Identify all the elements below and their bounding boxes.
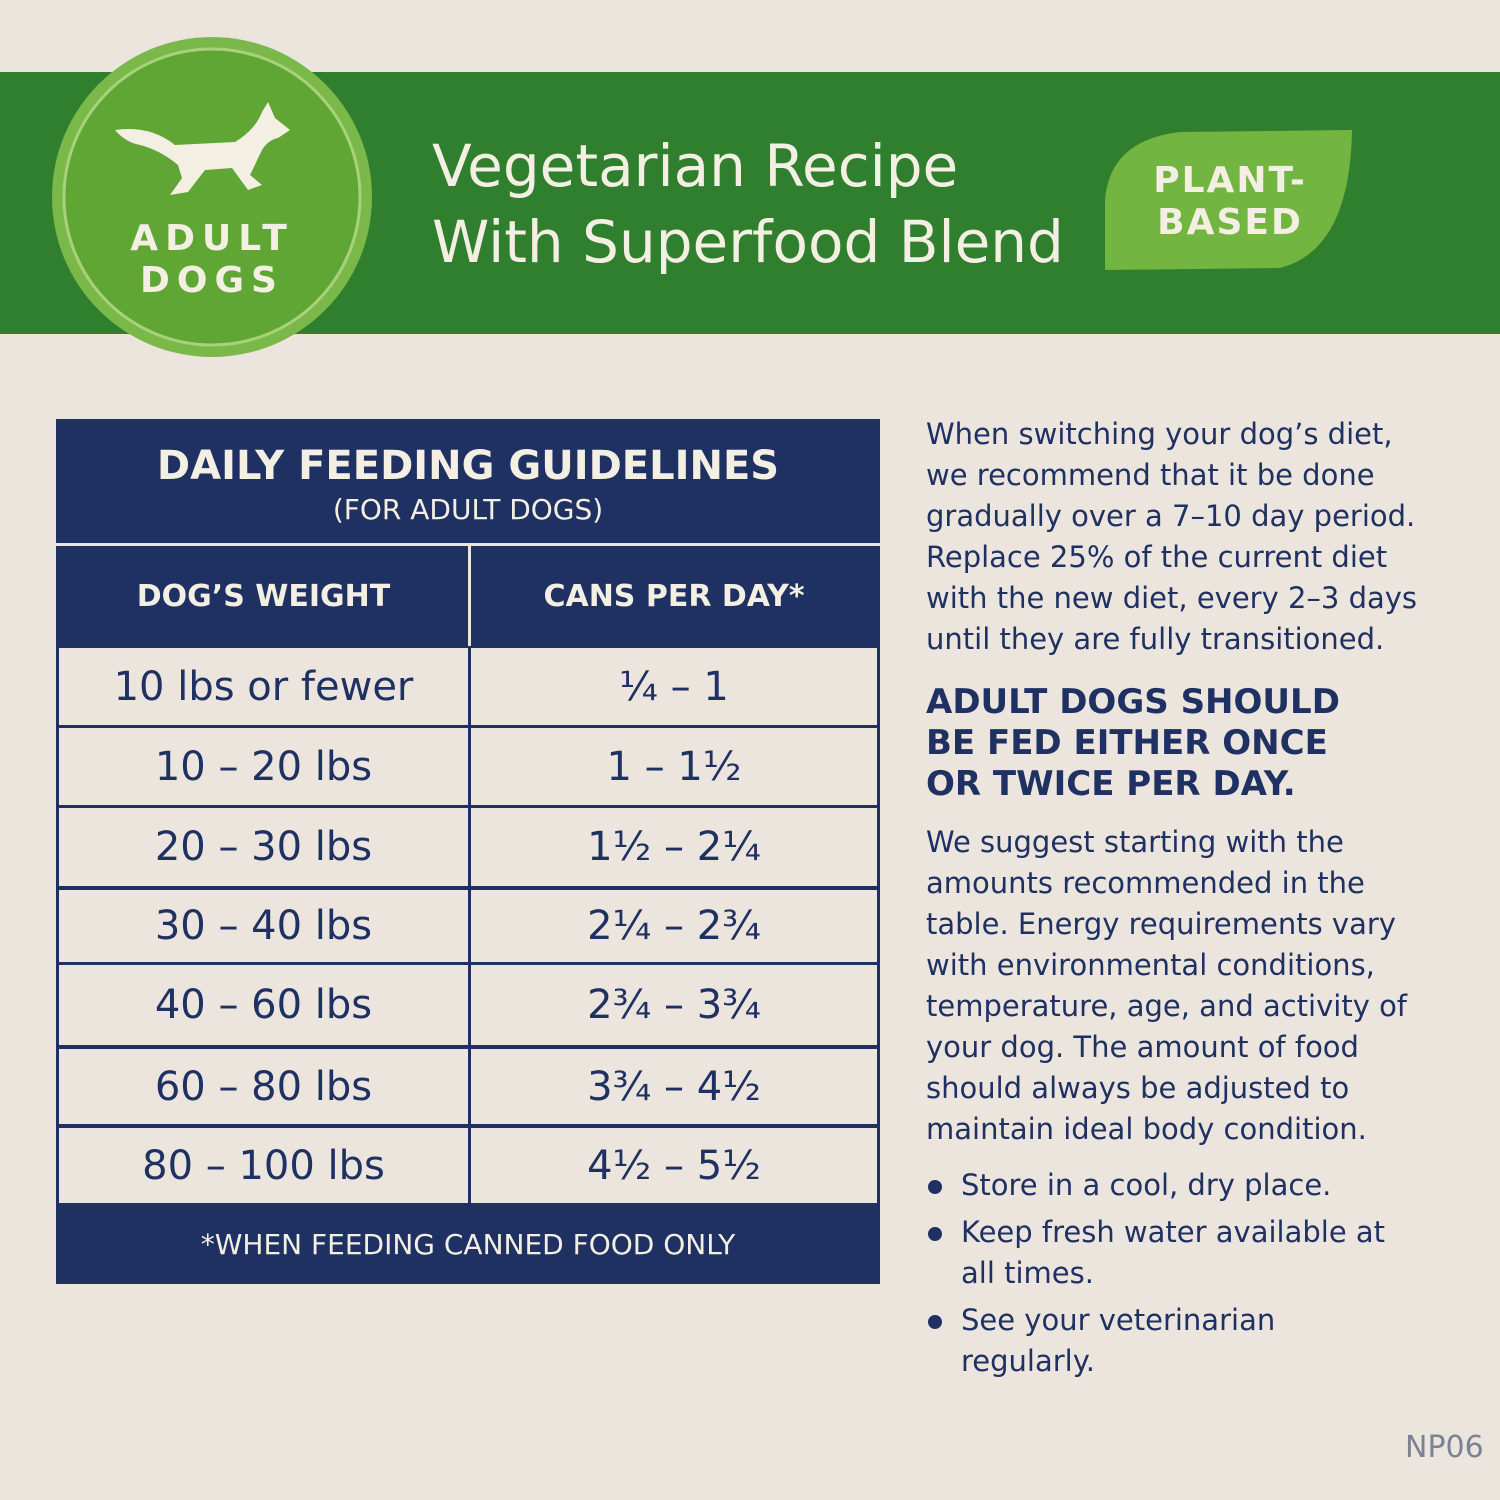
footnote: *WHEN FEEDING CANNED FOOD ONLY [200, 1228, 736, 1261]
leaf [1105, 130, 1352, 270]
header-graphics [52, 37, 1352, 357]
text-line: When switching your dog’s diet, [926, 417, 1393, 451]
badge-text: ADULT DOGS [80, 218, 344, 302]
leaf-line: BASED [1157, 202, 1303, 243]
table-cell: 4½ – 5½ [471, 1128, 877, 1203]
bullet-dot [928, 1315, 942, 1329]
code: NP06 [1405, 1430, 1484, 1465]
text-line: temperature, age, and activity of [926, 989, 1408, 1023]
emphasis-text: ADULT DOGS SHOULD BE FED EITHER ONCE OR TW… [926, 682, 1340, 805]
table-title: DAILY FEEDING GUIDELINES [156, 443, 780, 489]
text-line: amounts recommended in the [926, 866, 1365, 900]
bullet-item: See your veterinarian regularly. [926, 1300, 1396, 1382]
text-line: should always be adjusted to [926, 1071, 1350, 1105]
badge-line: DOGS [140, 260, 284, 301]
table-cell: 80 – 100 lbs [59, 1128, 468, 1203]
table-cell: 30 – 40 lbs [59, 890, 468, 962]
table-cell: 1 – 1½ [471, 728, 877, 805]
table-cell: 2¾ – 3¾ [471, 965, 877, 1045]
text-line: gradually over a 7–10 day period. [926, 499, 1416, 533]
title: Vegetarian Recipe [432, 132, 959, 200]
bullet-dot [928, 1180, 942, 1194]
table-cell: 10 lbs or fewer [59, 648, 468, 725]
bullet-dot [928, 1227, 942, 1241]
bullet-text: Store in a cool, dry place. [961, 1168, 1332, 1202]
bullet-item: Keep fresh water available at all times. [926, 1212, 1396, 1294]
leaf-line: PLANT- [1153, 160, 1307, 201]
bullet-item: Store in a cool, dry place. [926, 1165, 1396, 1206]
dog-icon [115, 102, 290, 195]
table-subtitle: (FOR ADULT DOGS) [332, 493, 604, 526]
text-line: OR TWICE PER DAY. [926, 764, 1296, 804]
table-cell: ¼ – 1 [471, 648, 877, 725]
badge [62, 47, 362, 347]
text-line: maintain ideal body condition. [926, 1112, 1367, 1146]
table-cell: 60 – 80 lbs [59, 1049, 468, 1124]
badge-line: ADULT [130, 218, 294, 259]
table-cell: 10 – 20 lbs [59, 728, 468, 805]
bullet-text: Keep fresh water available at all times. [961, 1215, 1386, 1290]
text-line: until they are fully transitioned. [926, 622, 1385, 656]
divider [468, 546, 471, 646]
text-line: table. Energy requirements vary [926, 907, 1396, 941]
column-header: DOG’S WEIGHT [136, 578, 391, 614]
text-line: BE FED EITHER ONCE [926, 723, 1328, 763]
text-line: with environmental conditions, [926, 948, 1375, 982]
text-line: We suggest starting with the [926, 825, 1344, 859]
bullet-list: Store in a cool, dry place. Keep fresh wa… [926, 1165, 1396, 1388]
text-line: your dog. The amount of food [926, 1030, 1359, 1064]
table-cell: 1½ – 2¼ [471, 808, 877, 886]
leaf-text: PLANT- BASED [1130, 160, 1330, 244]
text-line: with the new diet, every 2–3 days [926, 581, 1418, 615]
text-line: we recommend that it be done [926, 458, 1375, 492]
table-cell: 20 – 30 lbs [59, 808, 468, 886]
divider [56, 543, 880, 546]
column-header: CANS PER DAY* [543, 578, 805, 614]
bullet-text: See your veterinarian regularly. [961, 1303, 1276, 1378]
text-line: ADULT DOGS SHOULD [926, 682, 1340, 722]
advice-text: We suggest starting with the amounts reco… [926, 822, 1407, 1150]
table-cell: 40 – 60 lbs [59, 965, 468, 1045]
table-cell: 3¾ – 4½ [471, 1049, 877, 1124]
table-cell: 2¼ – 2¾ [471, 890, 877, 962]
title: With Superfood Blend [432, 208, 1064, 276]
feeding-table: DAILY FEEDING GUIDELINES (FOR ADULT DOGS… [56, 419, 880, 1284]
intro-text: When switching your dog’s diet, we recomm… [926, 414, 1417, 660]
text-line: Replace 25% of the current diet [926, 540, 1388, 574]
